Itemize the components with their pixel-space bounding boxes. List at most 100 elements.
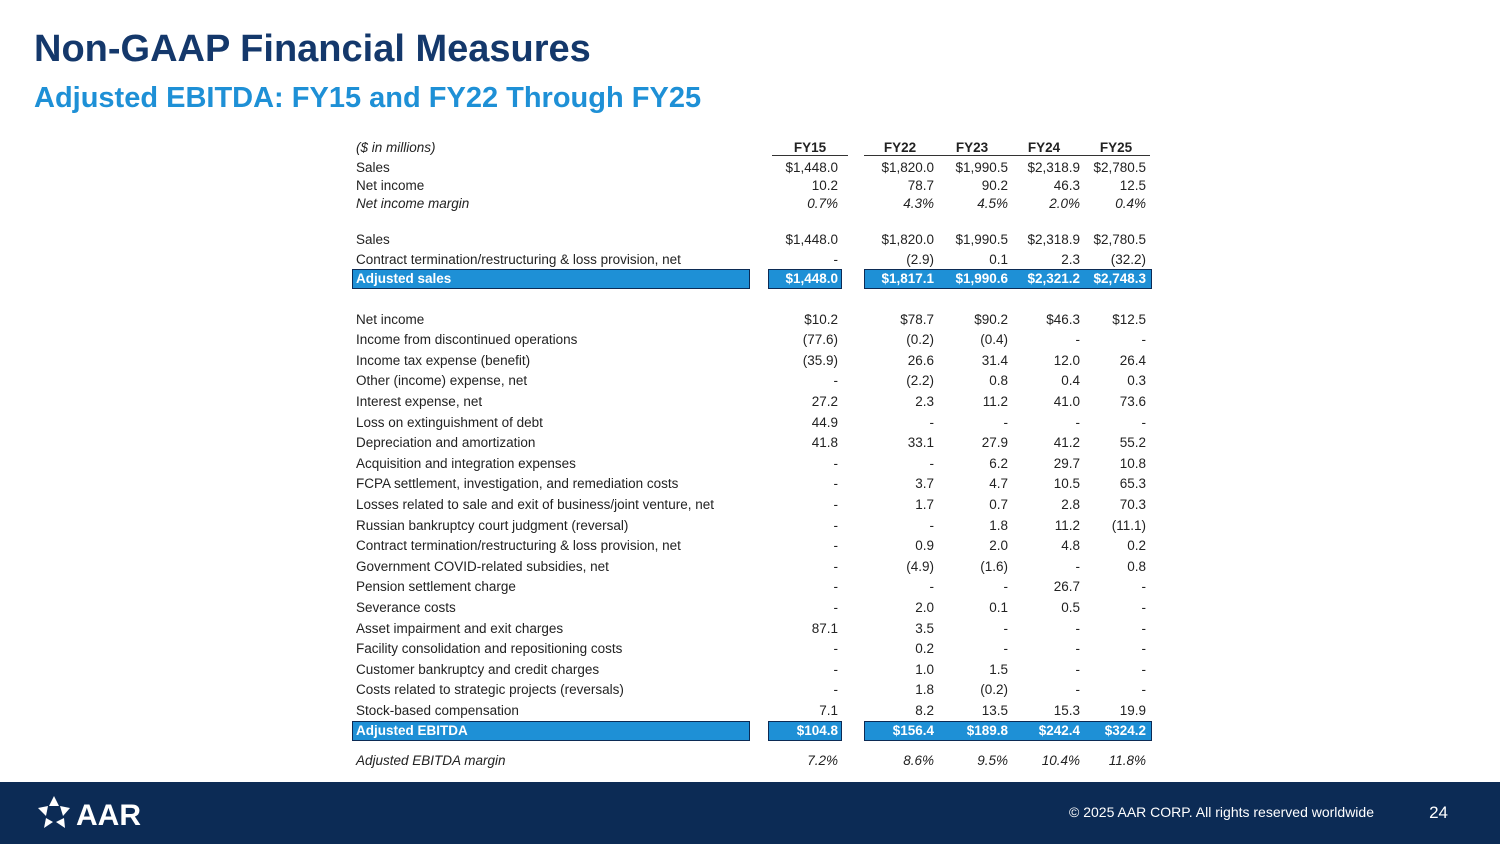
cell-fy22: $156.4 <box>892 723 934 738</box>
cell-fy25: - <box>1141 641 1147 656</box>
cell-fy25: 12.5 <box>1119 178 1146 193</box>
row-label: Losses related to sale and exit of busin… <box>356 497 714 512</box>
table-row: Other (income) expense, net - (2.2) 0.8 0.4 0… <box>352 371 1152 391</box>
cell-fy24: 10.5 <box>1053 476 1080 491</box>
row-label: Depreciation and amortization <box>356 435 536 450</box>
cell-fy23: 0.1 <box>989 252 1008 267</box>
cell-fy22: 8.2 <box>915 703 934 718</box>
cell-fy23: (1.6) <box>980 559 1008 574</box>
cell-fy23: 6.2 <box>989 456 1008 471</box>
row-label: Adjusted EBITDA <box>356 723 468 738</box>
table-row: Adjusted EBITDA margin 7.2% 8.6% 9.5% 10.4% 1… <box>352 751 1152 771</box>
adjusted-sales-highlight <box>768 269 842 289</box>
cell-fy22: $1,820.0 <box>881 232 934 247</box>
cell-fy23: (0.4) <box>980 332 1008 347</box>
table-row: Acquisition and integration expenses - - 6.… <box>352 454 1152 474</box>
table-row: Customer bankruptcy and credit charges - 1… <box>352 660 1152 680</box>
cell-fy24: $242.4 <box>1038 723 1080 738</box>
table-header-row: ($ in millions) FY15 FY22 FY23 FY24 FY25 <box>352 138 1152 158</box>
cell-fy23: $90.2 <box>974 312 1008 327</box>
cell-fy24: 0.5 <box>1061 600 1080 615</box>
cell-fy23: 0.7 <box>989 497 1008 512</box>
cell-fy24: 26.7 <box>1053 579 1080 594</box>
cell-fy23: $1,990.5 <box>955 232 1008 247</box>
copyright-text: © 2025 AAR CORP. All rights reserved wor… <box>1069 804 1374 820</box>
cell-fy22: 33.1 <box>907 435 934 450</box>
cell-fy23: $1,990.6 <box>955 271 1008 286</box>
cell-fy23: 31.4 <box>981 353 1008 368</box>
cell-fy24: - <box>1075 559 1081 574</box>
footer-bar: AAR © 2025 AAR CORP. All rights reserved… <box>0 782 1500 844</box>
aar-logo: AAR <box>38 796 141 832</box>
table-row: Government COVID-related subsidies, net -… <box>352 557 1152 577</box>
cell-fy24: 41.0 <box>1053 394 1080 409</box>
adjusted-ebitda-highlight <box>352 721 750 741</box>
row-label: Contract termination/restructuring & los… <box>356 538 681 553</box>
table-row: Net income 10.2 78.7 90.2 46.3 12.5 <box>352 176 1152 196</box>
cell-fy25: - <box>1141 332 1147 347</box>
page-number: 24 <box>1429 803 1448 822</box>
cell-fy22: (2.2) <box>906 373 934 388</box>
cell-fy25: $2,780.5 <box>1093 160 1146 175</box>
cell-fy23: 4.7 <box>989 476 1008 491</box>
cell-fy24: $2,321.2 <box>1027 271 1080 286</box>
cell-fy23: 2.0 <box>989 538 1008 553</box>
table-row: Adjusted EBITDA $104.8 $156.4 $189.8 $242.4 $… <box>352 721 1152 741</box>
cell-fy23: 0.1 <box>989 600 1008 615</box>
cell-fy23: - <box>1003 579 1009 594</box>
row-label: Government COVID-related subsidies, net <box>356 559 609 574</box>
cell-fy22: 4.3% <box>903 196 934 211</box>
header-underline <box>864 155 1150 156</box>
table-row: Net income $10.2 $78.7 $90.2 $46.3 $12.5 <box>352 310 1152 330</box>
column-header-fy25: FY25 <box>1099 140 1133 155</box>
cell-fy24: 2.3 <box>1061 252 1080 267</box>
cell-fy24: - <box>1075 332 1081 347</box>
column-header-fy24: FY24 <box>1027 140 1061 155</box>
cell-fy15: $1,448.0 <box>785 232 838 247</box>
row-label: Adjusted EBITDA margin <box>356 753 506 768</box>
cell-fy15: 27.2 <box>811 394 838 409</box>
row-label: Asset impairment and exit charges <box>356 621 564 636</box>
cell-fy25: 19.9 <box>1119 703 1146 718</box>
row-label: Income from discontinued operations <box>356 332 578 347</box>
cell-fy25: 65.3 <box>1119 476 1146 491</box>
cell-fy25: 0.4% <box>1115 196 1146 211</box>
cell-fy15: - <box>833 662 839 677</box>
page-title: Non-GAAP Financial Measures <box>34 28 591 70</box>
row-label: Severance costs <box>356 600 456 615</box>
cell-fy22: 1.7 <box>915 497 934 512</box>
cell-fy23: 27.9 <box>981 435 1008 450</box>
cell-fy25: - <box>1141 600 1147 615</box>
cell-fy25: 0.3 <box>1127 373 1146 388</box>
cell-fy22: - <box>929 456 935 471</box>
cell-fy22: 2.3 <box>915 394 934 409</box>
table-row: Contract termination/restructuring & los… <box>352 536 1152 556</box>
row-label: Pension settlement charge <box>356 579 516 594</box>
cell-fy24: 0.4 <box>1061 373 1080 388</box>
cell-fy25: (11.1) <box>1111 518 1146 533</box>
cell-fy24: $2,318.9 <box>1027 160 1080 175</box>
cell-fy24: - <box>1075 415 1081 430</box>
cell-fy25: 11.8% <box>1108 753 1146 768</box>
table-row: Depreciation and amortization 41.8 33.1 27.… <box>352 433 1152 453</box>
cell-fy25: - <box>1141 579 1147 594</box>
table-row: Income from discontinued operations (77.6… <box>352 330 1152 350</box>
row-label: Income tax expense (benefit) <box>356 353 531 368</box>
cell-fy25: - <box>1141 621 1147 636</box>
cell-fy15: 7.1 <box>819 703 838 718</box>
cell-fy22: (2.9) <box>906 252 934 267</box>
cell-fy25: 55.2 <box>1119 435 1146 450</box>
table-row: Asset impairment and exit charges 87.1 3.5… <box>352 619 1152 639</box>
cell-fy15: - <box>833 373 839 388</box>
cell-fy15: $1,448.0 <box>785 160 838 175</box>
cell-fy22: (4.9) <box>906 559 934 574</box>
cell-fy15: - <box>833 600 839 615</box>
cell-fy25: (32.2) <box>1110 252 1146 267</box>
cell-fy15: 87.1 <box>811 621 838 636</box>
cell-fy25: - <box>1141 415 1147 430</box>
cell-fy23: $189.8 <box>966 723 1008 738</box>
cell-fy15: - <box>833 518 839 533</box>
row-label: Facility consolidation and repositioning… <box>356 641 623 656</box>
cell-fy24: 4.8 <box>1061 538 1080 553</box>
cell-fy25: 73.6 <box>1119 394 1146 409</box>
